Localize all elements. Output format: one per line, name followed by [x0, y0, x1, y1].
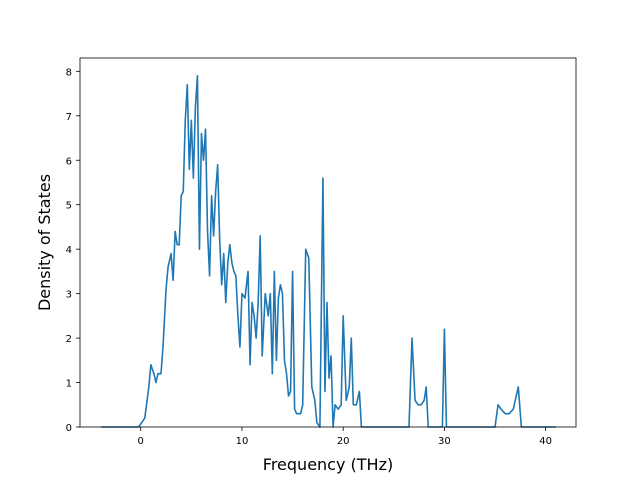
x-tick-label: 40 — [539, 436, 552, 447]
plot-area — [101, 74, 556, 428]
y-tick-label: 8 — [66, 67, 72, 78]
x-tick-label: 0 — [138, 436, 144, 447]
plot-frame — [79, 57, 577, 428]
y-tick-label: 2 — [66, 334, 72, 345]
x-tick-label: 20 — [337, 436, 350, 447]
y-tick-label: 6 — [66, 156, 72, 167]
y-tick-label: 5 — [66, 201, 72, 212]
x-axis-label: Frequency (THz) — [263, 455, 393, 474]
series-line-0 — [101, 74, 556, 428]
y-tick-label: 3 — [66, 290, 72, 301]
x-axis: 0 10 20 30 40 — [138, 427, 552, 447]
x-tick-label: 30 — [438, 436, 451, 447]
y-tick-label: 0 — [66, 423, 72, 434]
y-tick-label: 4 — [66, 245, 72, 256]
y-axis: 0 1 2 3 4 5 6 7 8 — [66, 67, 80, 434]
x-tick-label: 10 — [236, 436, 249, 447]
y-axis-label: Density of States — [35, 174, 54, 311]
y-tick-label: 7 — [66, 112, 72, 123]
y-tick-label: 1 — [66, 379, 72, 390]
